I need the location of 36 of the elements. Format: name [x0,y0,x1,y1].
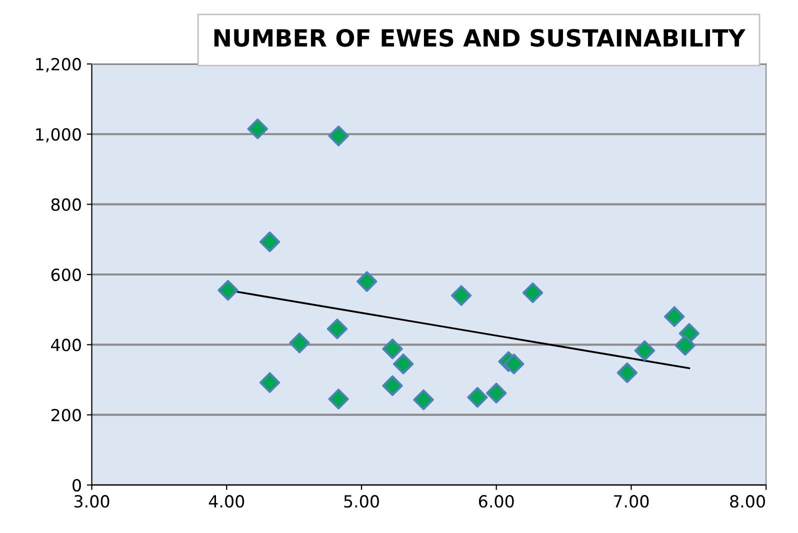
point [356,271,378,292]
y-tick-label: 0 [72,478,81,492]
point [218,280,238,301]
point [328,126,349,146]
chart-title: NUMBER OF EWES AND SUSTAINABILITY [214,28,746,47]
x-tick-label: 6.00 [478,495,514,508]
point [504,354,524,374]
point [259,372,280,393]
y-tick-label: 400 [51,338,81,352]
point [392,354,414,374]
point [616,362,638,384]
x-tick-label: 7.00 [614,495,649,508]
point [522,282,544,304]
point [486,382,507,404]
y-tick-label: 600 [51,268,81,282]
point [289,332,310,354]
point [328,388,349,410]
y-tick-label: 1,200 [36,58,81,72]
y-tick-label: 1,000 [36,128,81,142]
y-tick-label: 800 [51,198,81,211]
point [634,340,656,361]
point [664,306,685,327]
point [247,118,268,140]
point [326,318,348,340]
point [413,389,434,410]
point [382,375,403,396]
y-tick-label: 200 [51,408,81,422]
point [674,335,696,356]
x-tick-label: 5.00 [344,495,379,508]
point [467,386,488,408]
point [259,232,280,252]
point [382,338,403,360]
point [450,285,472,306]
x-tick-label: 4.00 [208,495,244,508]
x-tick-label: 8.00 [730,495,765,508]
x-tick-label: 3.00 [74,495,110,508]
